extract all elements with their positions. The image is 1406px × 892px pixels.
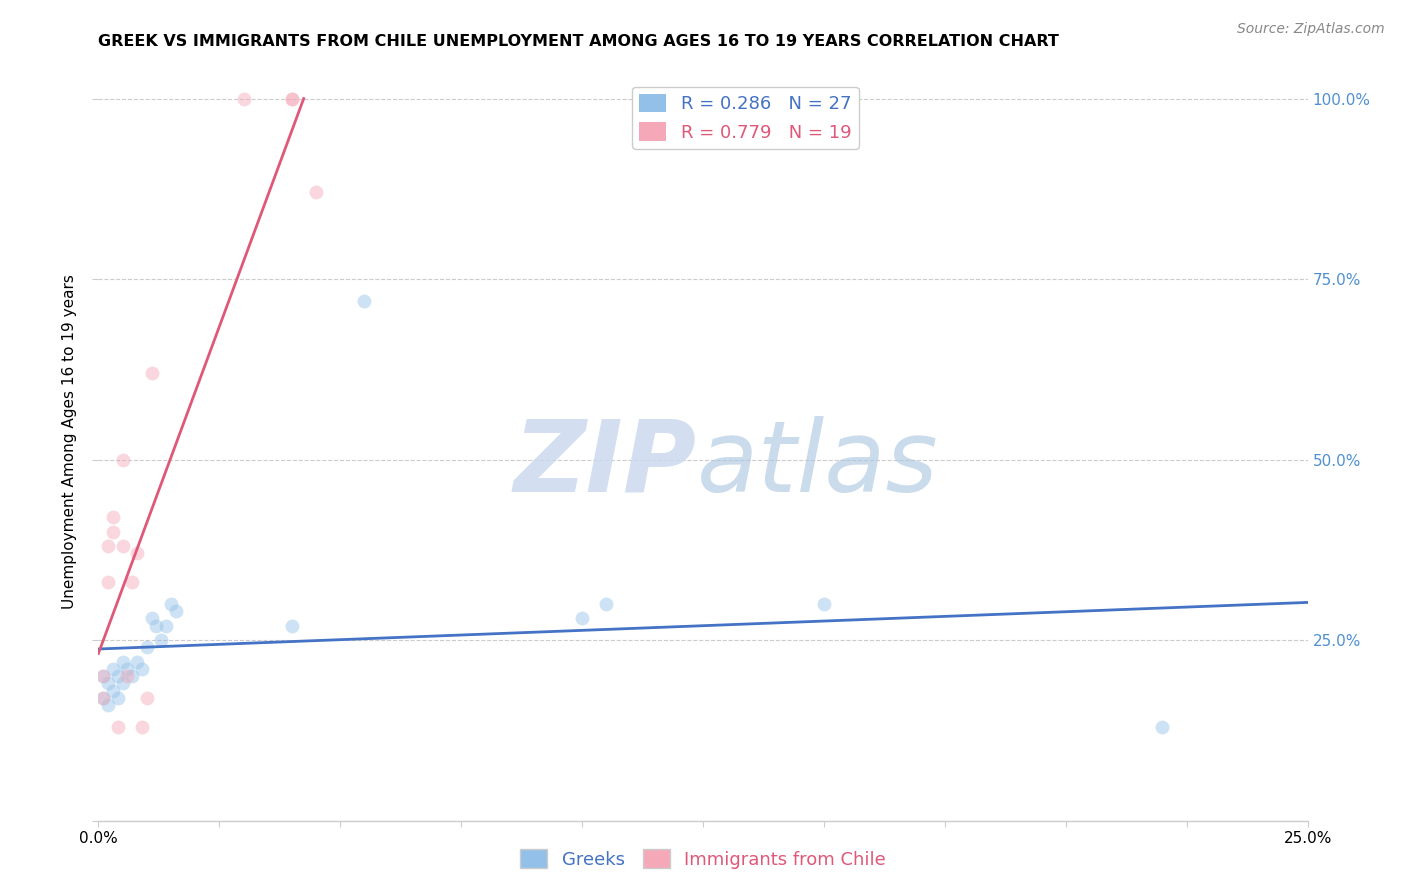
Point: [141, 611, 163, 625]
Legend: R = 0.286   N = 27, R = 0.779   N = 19: R = 0.286 N = 27, R = 0.779 N = 19: [633, 87, 859, 149]
Point: [305, 186, 328, 200]
Point: [107, 720, 129, 734]
Point: [281, 618, 304, 632]
Point: [91, 669, 114, 683]
Point: [155, 618, 177, 632]
Point: [101, 510, 124, 524]
Point: [150, 633, 173, 648]
Point: [111, 539, 134, 553]
Point: [111, 655, 134, 669]
Y-axis label: Unemployment Among Ages 16 to 19 years: Unemployment Among Ages 16 to 19 years: [62, 274, 77, 609]
Point: [117, 662, 139, 676]
Point: [97, 575, 120, 590]
Legend: Greeks, Immigrants from Chile: Greeks, Immigrants from Chile: [513, 842, 893, 876]
Point: [91, 690, 114, 705]
Point: [127, 655, 149, 669]
Point: [91, 690, 114, 705]
Point: [101, 524, 124, 539]
Point: [131, 662, 153, 676]
Point: [281, 91, 304, 105]
Point: [135, 640, 157, 655]
Point: [101, 683, 124, 698]
Point: [281, 91, 304, 105]
Point: [571, 611, 593, 625]
Text: ZIP: ZIP: [515, 416, 697, 513]
Point: [127, 546, 149, 560]
Point: [91, 669, 114, 683]
Point: [121, 669, 143, 683]
Point: [117, 669, 139, 683]
Point: [121, 575, 143, 590]
Text: Source: ZipAtlas.com: Source: ZipAtlas.com: [1237, 22, 1385, 37]
Point: [107, 669, 129, 683]
Point: [165, 604, 187, 618]
Point: [111, 452, 134, 467]
Point: [107, 690, 129, 705]
Point: [135, 690, 157, 705]
Point: [160, 597, 183, 611]
Point: [353, 293, 375, 308]
Point: [595, 597, 617, 611]
Point: [97, 698, 120, 712]
Point: [141, 366, 163, 380]
Point: [145, 618, 167, 632]
Point: [97, 539, 120, 553]
Point: [1152, 720, 1174, 734]
Point: [111, 676, 134, 690]
Point: [97, 676, 120, 690]
Point: [232, 91, 254, 105]
Point: [813, 597, 835, 611]
Text: atlas: atlas: [697, 416, 939, 513]
Point: [131, 720, 153, 734]
Point: [101, 662, 124, 676]
Text: GREEK VS IMMIGRANTS FROM CHILE UNEMPLOYMENT AMONG AGES 16 TO 19 YEARS CORRELATIO: GREEK VS IMMIGRANTS FROM CHILE UNEMPLOYM…: [98, 34, 1059, 49]
